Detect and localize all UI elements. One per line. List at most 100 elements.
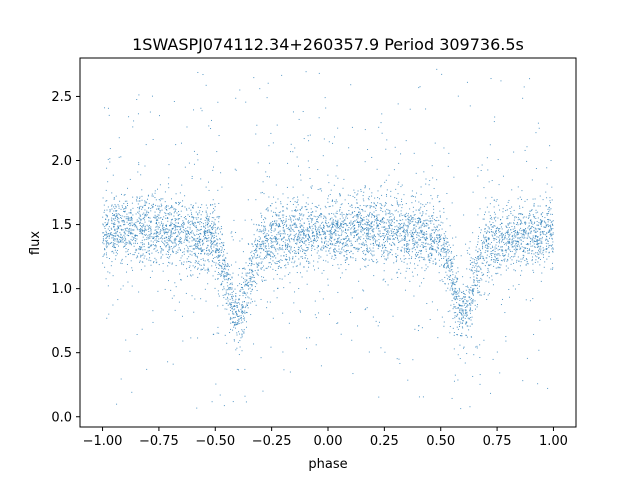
data-point bbox=[108, 313, 110, 315]
data-point bbox=[547, 224, 549, 226]
data-point bbox=[264, 232, 266, 234]
data-point bbox=[545, 234, 547, 236]
data-point bbox=[130, 211, 132, 213]
data-point bbox=[505, 269, 507, 271]
data-point bbox=[155, 222, 157, 224]
data-point bbox=[483, 236, 485, 238]
data-point bbox=[326, 225, 328, 227]
data-point bbox=[139, 221, 141, 223]
data-point bbox=[449, 276, 451, 278]
data-point bbox=[346, 258, 348, 260]
data-point bbox=[519, 237, 521, 239]
data-point bbox=[537, 244, 539, 246]
data-point bbox=[235, 292, 237, 294]
data-point bbox=[131, 232, 133, 234]
data-point bbox=[420, 221, 422, 223]
data-point bbox=[528, 216, 530, 218]
data-point bbox=[281, 221, 283, 223]
data-point bbox=[154, 197, 156, 199]
data-point bbox=[488, 277, 490, 279]
data-point bbox=[453, 278, 455, 280]
data-point bbox=[215, 249, 217, 251]
data-point bbox=[284, 229, 286, 231]
data-point bbox=[346, 253, 348, 255]
data-point bbox=[301, 239, 303, 241]
data-point bbox=[174, 218, 176, 219]
data-point bbox=[161, 237, 163, 239]
data-point bbox=[421, 215, 423, 217]
data-point bbox=[162, 226, 164, 228]
data-point bbox=[483, 339, 485, 341]
data-point bbox=[541, 236, 543, 238]
data-point bbox=[397, 254, 399, 256]
data-point bbox=[257, 244, 259, 246]
data-point bbox=[389, 211, 391, 213]
data-point bbox=[211, 232, 213, 234]
data-point bbox=[170, 223, 172, 225]
data-point bbox=[551, 238, 553, 240]
data-point bbox=[395, 209, 397, 211]
data-point bbox=[140, 248, 142, 250]
data-point bbox=[412, 217, 414, 219]
data-point bbox=[271, 230, 273, 231]
data-point bbox=[125, 208, 127, 210]
data-point bbox=[430, 243, 432, 245]
data-point bbox=[460, 310, 462, 312]
data-point bbox=[387, 230, 389, 232]
data-point bbox=[507, 232, 509, 234]
data-point bbox=[371, 229, 373, 231]
data-point bbox=[296, 243, 298, 245]
data-point bbox=[385, 228, 387, 230]
data-point bbox=[390, 244, 392, 246]
data-point bbox=[113, 243, 115, 245]
data-point bbox=[227, 278, 229, 280]
data-point bbox=[398, 268, 400, 270]
data-point bbox=[171, 206, 173, 208]
data-point bbox=[511, 250, 513, 252]
data-point bbox=[230, 316, 232, 318]
data-point bbox=[313, 215, 315, 217]
data-point bbox=[453, 176, 455, 178]
data-point bbox=[112, 235, 114, 237]
data-point bbox=[187, 246, 189, 248]
data-point bbox=[510, 213, 512, 215]
data-point bbox=[324, 238, 326, 240]
data-point bbox=[238, 299, 240, 301]
data-point bbox=[262, 230, 264, 232]
data-point bbox=[129, 222, 131, 224]
data-point bbox=[328, 141, 330, 143]
data-point bbox=[370, 226, 372, 228]
data-point bbox=[226, 252, 228, 254]
data-point bbox=[301, 256, 303, 258]
data-point bbox=[422, 204, 424, 206]
data-point bbox=[484, 211, 486, 213]
data-point bbox=[133, 229, 135, 231]
data-point bbox=[466, 311, 468, 313]
data-point bbox=[308, 236, 310, 238]
data-point bbox=[218, 295, 220, 297]
data-point bbox=[130, 260, 132, 262]
data-point bbox=[179, 242, 181, 244]
data-point bbox=[120, 225, 122, 227]
data-point bbox=[103, 232, 105, 234]
data-point bbox=[411, 271, 413, 273]
data-point bbox=[542, 231, 544, 233]
data-point bbox=[247, 285, 249, 287]
data-point bbox=[277, 266, 279, 268]
data-point bbox=[377, 197, 379, 199]
data-point bbox=[449, 279, 451, 281]
data-point bbox=[152, 244, 154, 246]
data-point bbox=[211, 226, 213, 228]
data-point bbox=[214, 287, 216, 289]
data-point bbox=[358, 221, 360, 223]
data-point bbox=[180, 241, 182, 243]
data-point bbox=[488, 237, 490, 239]
data-point bbox=[268, 247, 270, 249]
data-point bbox=[511, 238, 513, 240]
data-point bbox=[477, 304, 478, 306]
data-point bbox=[462, 311, 464, 313]
data-point bbox=[525, 230, 527, 232]
data-point bbox=[351, 204, 353, 206]
data-point bbox=[282, 249, 284, 251]
data-point bbox=[341, 272, 343, 274]
